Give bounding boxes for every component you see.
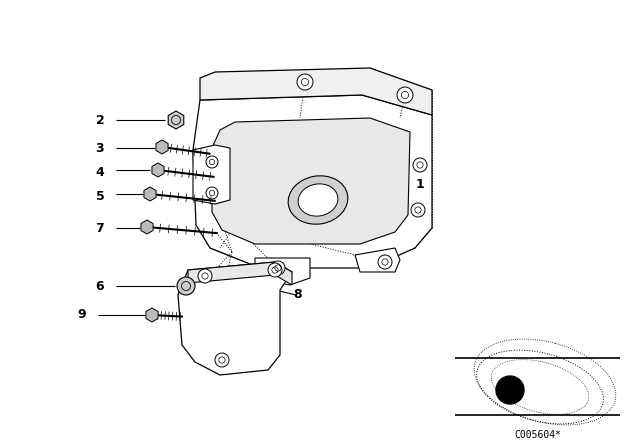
Circle shape xyxy=(496,376,524,404)
Circle shape xyxy=(271,261,285,275)
Text: 4: 4 xyxy=(95,165,104,178)
Polygon shape xyxy=(141,220,153,234)
Text: 9: 9 xyxy=(77,309,86,322)
Circle shape xyxy=(297,74,313,90)
Polygon shape xyxy=(152,163,164,177)
Text: 1: 1 xyxy=(415,178,424,191)
Polygon shape xyxy=(146,308,158,322)
Text: 8: 8 xyxy=(294,289,302,302)
Circle shape xyxy=(206,156,218,168)
Polygon shape xyxy=(193,145,230,204)
Circle shape xyxy=(206,187,218,199)
Polygon shape xyxy=(193,95,432,268)
Circle shape xyxy=(177,277,195,295)
Polygon shape xyxy=(255,258,310,285)
Text: 6: 6 xyxy=(96,280,104,293)
Polygon shape xyxy=(178,262,292,375)
Circle shape xyxy=(198,269,212,283)
Text: 7: 7 xyxy=(95,221,104,234)
Text: 3: 3 xyxy=(96,142,104,155)
Polygon shape xyxy=(144,187,156,201)
Circle shape xyxy=(413,158,427,172)
Circle shape xyxy=(378,255,392,269)
Text: 2: 2 xyxy=(95,113,104,126)
Circle shape xyxy=(397,87,413,103)
Polygon shape xyxy=(168,111,184,129)
Circle shape xyxy=(411,203,425,217)
Text: C005604*: C005604* xyxy=(514,430,561,440)
Polygon shape xyxy=(200,68,432,115)
Circle shape xyxy=(215,353,229,367)
Polygon shape xyxy=(188,262,292,285)
Circle shape xyxy=(268,263,282,277)
Ellipse shape xyxy=(288,176,348,224)
Text: 5: 5 xyxy=(95,190,104,202)
Polygon shape xyxy=(355,248,400,272)
Ellipse shape xyxy=(298,184,338,216)
Polygon shape xyxy=(156,140,168,154)
Polygon shape xyxy=(212,118,410,244)
